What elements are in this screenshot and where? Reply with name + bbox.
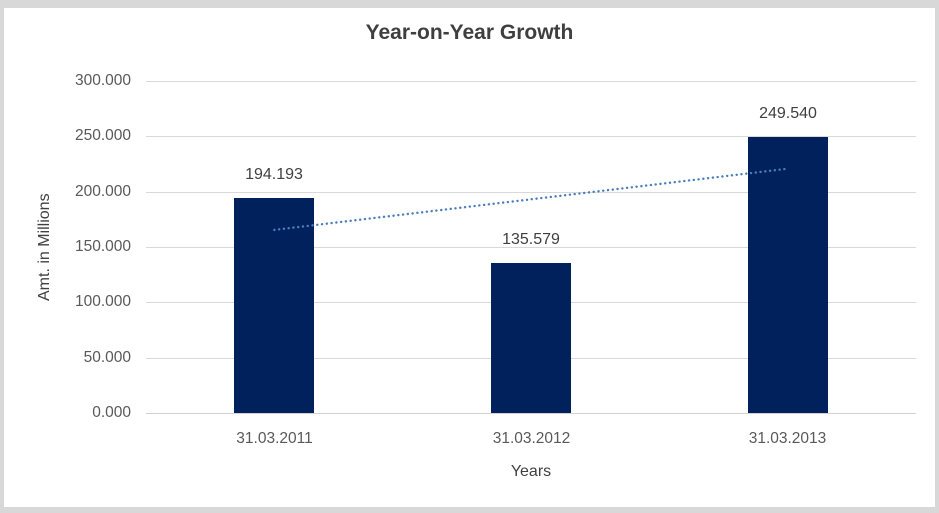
x-tick-label: 31.03.2012 bbox=[492, 430, 571, 447]
x-tick-label: 31.03.2013 bbox=[748, 430, 827, 447]
trendline bbox=[273, 167, 789, 232]
bar-31.03.2013 bbox=[748, 137, 828, 413]
bar-31.03.2012 bbox=[491, 263, 571, 413]
gridline bbox=[146, 247, 916, 248]
gridline bbox=[146, 136, 916, 137]
y-tick-label: 100.000 bbox=[74, 293, 131, 310]
gridline bbox=[146, 81, 916, 82]
y-tick-label: 150.000 bbox=[74, 238, 131, 255]
y-tick-label: 200.000 bbox=[74, 183, 131, 200]
y-tick-label: 50.000 bbox=[83, 349, 131, 366]
chart-title: Year-on-Year Growth bbox=[365, 21, 574, 44]
gridline bbox=[146, 192, 916, 193]
y-tick-label: 0.000 bbox=[92, 404, 131, 421]
plot-area bbox=[146, 81, 916, 413]
x-axis-title: Years bbox=[510, 463, 552, 480]
y-tick-label: 300.000 bbox=[74, 72, 131, 89]
bar-data-label: 135.579 bbox=[502, 231, 560, 248]
bar-data-label: 249.540 bbox=[759, 105, 817, 122]
x-tick-label: 31.03.2011 bbox=[236, 430, 313, 447]
x-axis-line bbox=[146, 413, 916, 414]
y-tick-label: 250.000 bbox=[74, 127, 131, 144]
bar-data-label: 194.193 bbox=[245, 166, 303, 183]
bar-31.03.2011 bbox=[234, 198, 314, 413]
